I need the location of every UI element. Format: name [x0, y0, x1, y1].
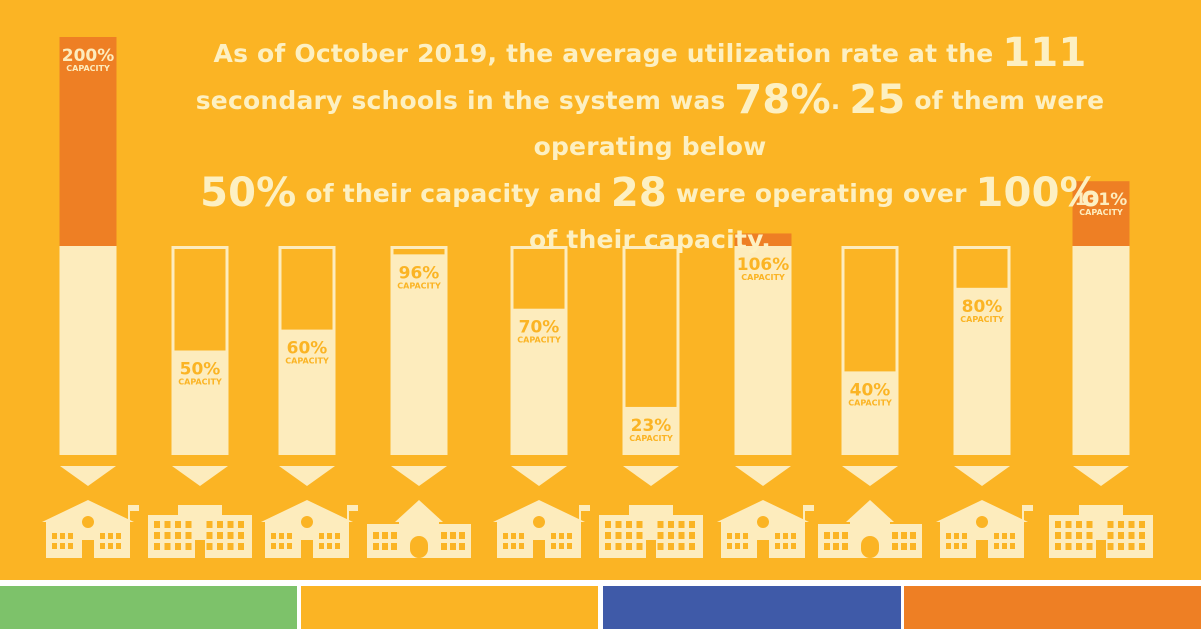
bar-value-label: 200%	[62, 46, 115, 66]
bar-value-label: 131%	[1075, 190, 1128, 210]
footer-stripe	[0, 586, 297, 629]
school-building-clock-icon	[717, 500, 814, 558]
school-building-clock-icon	[42, 500, 139, 558]
bar-fill	[59, 246, 117, 455]
headline-number-below-threshold: 50%	[200, 170, 297, 216]
bar-unit-label: CAPACITY	[397, 281, 441, 290]
bar-group: 80%CAPACITY	[936, 246, 1033, 558]
bar-unit-label: CAPACITY	[517, 336, 561, 345]
bar-value-label: 96%	[399, 263, 440, 283]
bar-value-label: 80%	[962, 297, 1003, 317]
bar-group: 200%CAPACITY	[42, 37, 139, 558]
bar-group: 40%CAPACITY	[818, 246, 922, 558]
bar-overflow	[59, 37, 117, 246]
bar-unit-label: CAPACITY	[1079, 208, 1123, 217]
bar-fill	[953, 287, 1011, 455]
footer-stripes	[0, 586, 1201, 629]
school-building-wide-icon	[148, 505, 252, 558]
headline-number-over-threshold: 100%	[975, 170, 1100, 216]
bar-value-label: 23%	[631, 416, 672, 436]
bar-unit-label: CAPACITY	[741, 273, 785, 282]
footer-stripe	[904, 586, 1201, 629]
arrow-down-icon	[735, 466, 791, 486]
arrow-down-icon	[279, 466, 335, 486]
white-divider	[0, 580, 1201, 586]
bar-value-label: 60%	[287, 339, 328, 359]
bar-unit-label: CAPACITY	[178, 378, 222, 387]
headline-number-below-count: 25	[849, 77, 906, 123]
bar-value-label: 70%	[519, 318, 560, 338]
school-building-bell-icon	[818, 500, 922, 558]
arrow-down-icon	[1073, 466, 1129, 486]
bar-value-label: 40%	[850, 380, 891, 400]
bar-group: 106%CAPACITY	[717, 233, 814, 558]
bar-fill	[1072, 246, 1130, 455]
headline-number-schools: 111	[1002, 30, 1087, 76]
headline-number-average: 78%	[734, 77, 831, 123]
footer-stripe	[301, 586, 598, 629]
headline: As of October 2019, the average utilizat…	[150, 30, 1150, 263]
headline-text-6: were operating over	[666, 179, 976, 208]
bar-value-label: 106%	[737, 255, 790, 275]
bar-fill	[390, 254, 448, 455]
bar-unit-label: CAPACITY	[66, 64, 110, 73]
bar-fill	[734, 246, 792, 455]
bar-overflow	[1072, 181, 1130, 246]
headline-text-1: As of October 2019, the average utilizat…	[213, 39, 1003, 68]
bar-fill	[622, 406, 680, 455]
headline-text-5: of their capacity and	[296, 179, 611, 208]
school-building-wide-icon	[599, 505, 703, 558]
arrow-down-icon	[511, 466, 567, 486]
bar-group: 131%CAPACITY	[1049, 181, 1153, 558]
bar-fill	[278, 329, 336, 455]
school-building-wide-icon	[1049, 505, 1153, 558]
headline-text-2: secondary schools in the system was	[195, 86, 735, 115]
arrow-down-icon	[391, 466, 447, 486]
school-building-bell-icon	[367, 500, 471, 558]
arrow-down-icon	[172, 466, 228, 486]
headline-text-4: of them were operating below	[533, 86, 1105, 161]
bar-group: 50%CAPACITY	[148, 246, 252, 558]
school-building-clock-icon	[493, 500, 590, 558]
footer-stripe	[603, 586, 901, 629]
arrow-down-icon	[623, 466, 679, 486]
bar-fill	[510, 308, 568, 455]
bar-group: 70%CAPACITY	[493, 246, 590, 558]
bar-group: 96%CAPACITY	[367, 246, 471, 558]
school-building-clock-icon	[261, 500, 358, 558]
bar-unit-label: CAPACITY	[960, 315, 1004, 324]
bar-group: 23%CAPACITY	[599, 246, 703, 558]
bar-group: 60%CAPACITY	[261, 246, 358, 558]
bar-fill	[171, 350, 229, 455]
headline-text-3: .	[830, 86, 850, 115]
bar-value-label: 50%	[180, 360, 221, 380]
arrow-down-icon	[60, 466, 116, 486]
bar-unit-label: CAPACITY	[285, 357, 329, 366]
school-building-clock-icon	[936, 500, 1033, 558]
bar-unit-label: CAPACITY	[629, 434, 673, 443]
arrow-down-icon	[842, 466, 898, 486]
bar-overflow	[734, 233, 792, 246]
bar-unit-label: CAPACITY	[848, 398, 892, 407]
headline-number-over-count: 28	[610, 170, 667, 216]
headline-text-7: of their capacity.	[529, 225, 771, 254]
arrow-down-icon	[954, 466, 1010, 486]
bar-fill	[841, 371, 899, 455]
bars-group: 200%CAPACITY50%CAPACITY60%CAPACITY96%CAP…	[42, 37, 1153, 558]
